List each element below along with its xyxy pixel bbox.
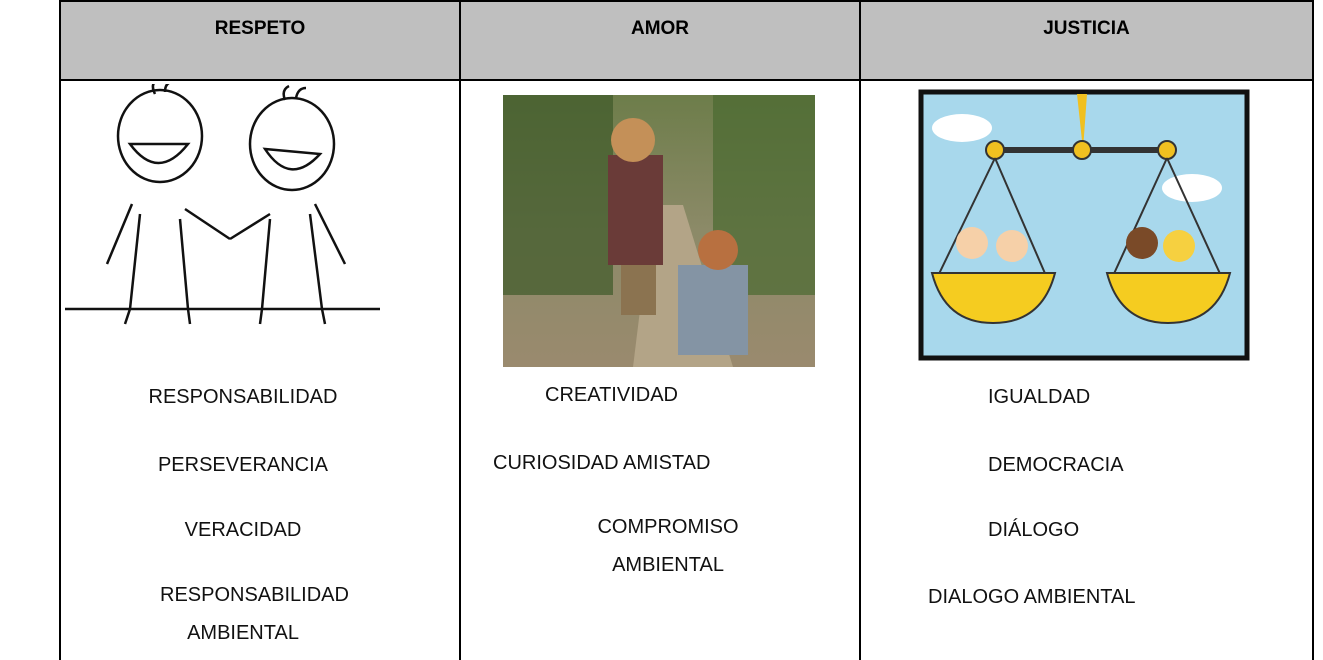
border <box>859 0 861 660</box>
header: JUSTICIA <box>1043 18 1130 39</box>
illustration-friends <box>65 84 380 325</box>
value-item: CURIOSIDAD AMISTAD <box>493 452 711 474</box>
border <box>59 0 61 660</box>
value-item: RESPONSABILIDAD <box>148 386 338 408</box>
value-item: PERSEVERANCIA <box>157 454 329 476</box>
value-item: RESPONSABILIDAD AMBIENTAL <box>160 584 349 644</box>
value-item: DEMOCRACIA <box>988 454 1124 476</box>
header-row <box>60 0 1314 81</box>
value-item: VERACIDAD <box>184 519 302 541</box>
header: RESPETO <box>214 18 306 39</box>
value-item: DIALOGO AMBIENTAL <box>928 586 1136 608</box>
value-item: CREATIVIDAD <box>545 384 678 406</box>
value-item: COMPROMISO AMBIENTAL <box>597 516 739 576</box>
border <box>459 0 461 660</box>
value-item: DIÁLOGO <box>988 519 1080 541</box>
border <box>1312 0 1314 660</box>
value-item: IGUALDAD <box>988 386 1091 408</box>
illustration-justice <box>918 89 1250 361</box>
header: AMOR <box>630 18 690 39</box>
photo-children <box>503 95 815 367</box>
